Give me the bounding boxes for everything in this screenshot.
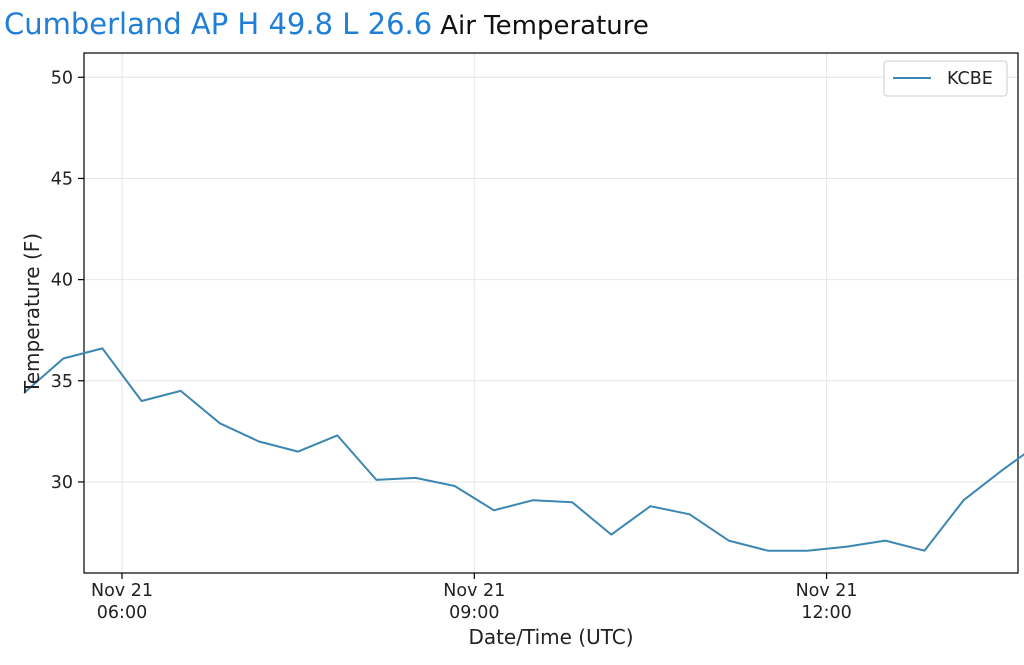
- x-tick-label-date: Nov 21: [443, 581, 505, 601]
- x-axis-label: Date/Time (UTC): [468, 625, 633, 649]
- x-tick-label-time: 12:00: [801, 603, 851, 623]
- x-tick-label-date: Nov 21: [91, 581, 153, 601]
- y-tick-label: 40: [51, 271, 73, 291]
- series-line-kcbe: [23, 347, 1024, 552]
- variable-title: Air Temperature: [440, 11, 649, 41]
- chart-title: Cumberland AP H 49.8 L 26.6 Air Temperatu…: [4, 7, 649, 41]
- x-tick-label-date: Nov 21: [796, 581, 858, 601]
- x-tick-label-time: 06:00: [97, 603, 147, 623]
- y-axis-label: Temperature (F): [20, 233, 44, 394]
- x-tick-label-time: 09:00: [449, 603, 499, 623]
- grid: [84, 53, 1018, 573]
- y-tick-label: 30: [51, 473, 73, 493]
- legend-box: [883, 60, 1008, 97]
- station-title: Cumberland AP H 49.8 L 26.6: [4, 7, 433, 41]
- legend-label-kcbe: KCBE: [947, 69, 993, 89]
- y-tick-label: 50: [51, 68, 73, 88]
- y-tick-label: 45: [51, 169, 73, 189]
- y-axis: 30 35 40 45 50: [51, 68, 84, 493]
- legend: KCBE: [883, 60, 1008, 97]
- plot-frame: [83, 52, 1019, 574]
- y-tick-label: 35: [51, 372, 73, 392]
